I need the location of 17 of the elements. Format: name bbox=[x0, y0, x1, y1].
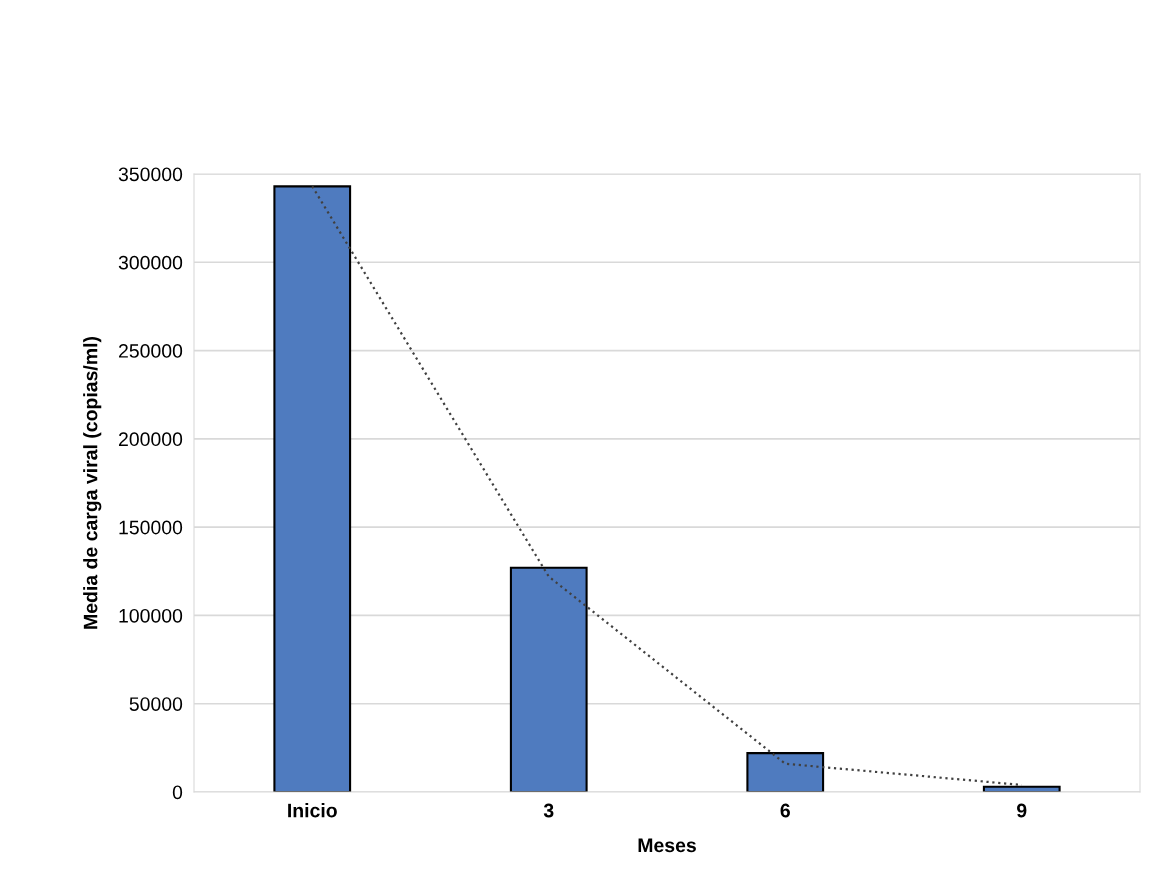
x-tick-label: 9 bbox=[1017, 803, 1027, 818]
y-tick-label: 100000 bbox=[119, 608, 183, 623]
y-tick-label: 50000 bbox=[129, 697, 183, 711]
y-tick-label: 0 bbox=[172, 785, 183, 800]
y-tick-label: 250000 bbox=[118, 344, 183, 358]
y-axis-title: Media de carga viral (copias/ml) bbox=[83, 336, 102, 629]
x-tick-label: 3 bbox=[543, 803, 554, 818]
x-axis-title: Meses bbox=[638, 838, 696, 853]
y-tick-label: 350000 bbox=[118, 167, 183, 182]
y-tick-label: 200000 bbox=[118, 432, 183, 447]
x-tick-label: 6 bbox=[780, 803, 790, 818]
y-tick-label: 150000 bbox=[119, 520, 183, 535]
bar bbox=[509, 566, 588, 792]
bar bbox=[746, 752, 825, 792]
y-tick-label: 300000 bbox=[118, 255, 183, 270]
x-tick-label: Inicio bbox=[288, 803, 337, 818]
bar bbox=[273, 185, 352, 792]
